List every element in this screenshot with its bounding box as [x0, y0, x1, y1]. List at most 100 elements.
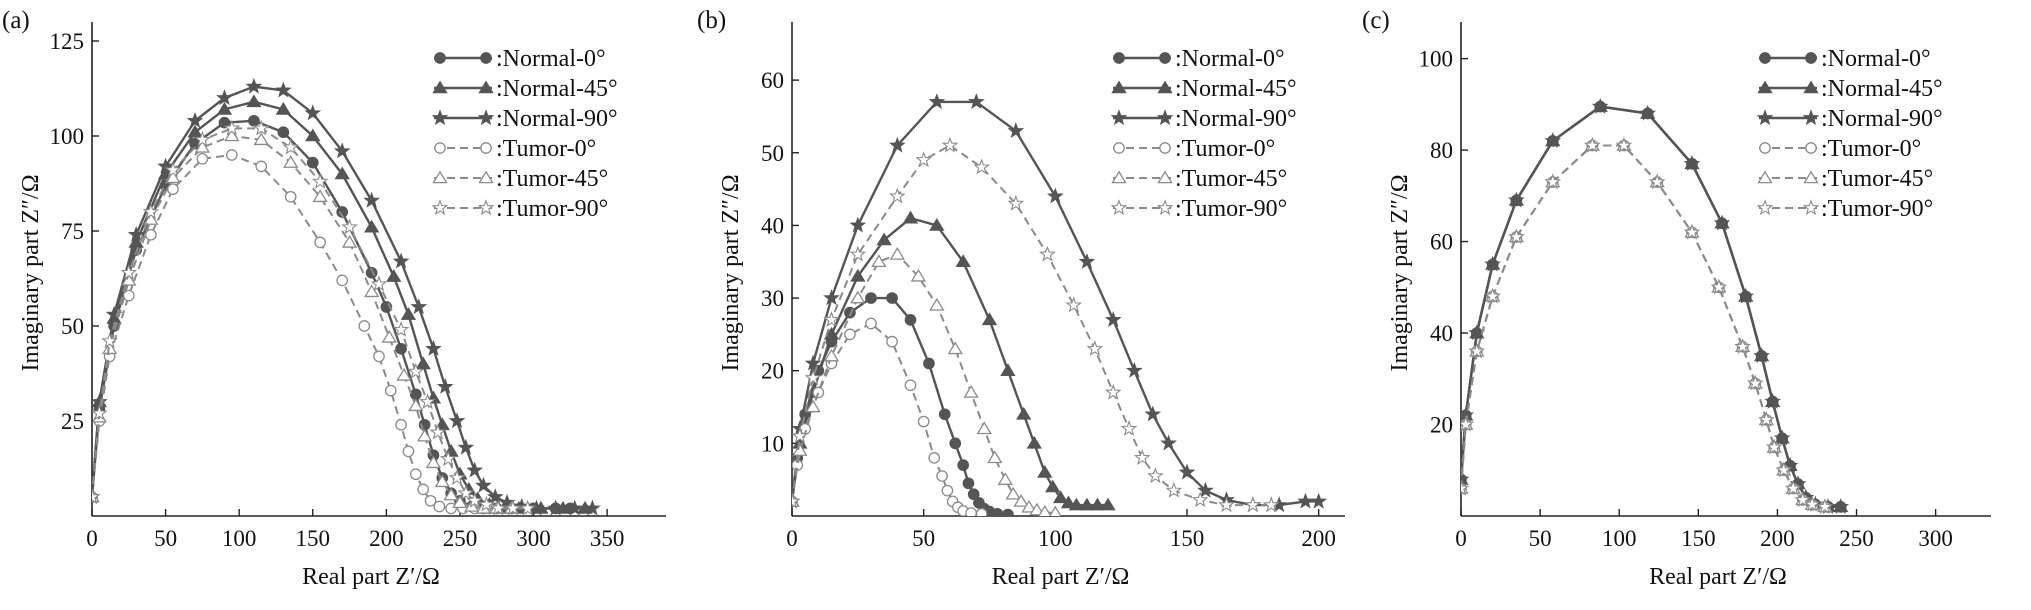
- legend-item: :Normal-90°: [1756, 106, 1943, 132]
- legend-label: :Normal-45°: [1175, 76, 1297, 102]
- data-point: [1639, 104, 1657, 121]
- data-point: [888, 136, 906, 153]
- legend-item: :Normal-90°: [431, 106, 618, 132]
- data-point: [277, 126, 290, 139]
- y-axis-label: Imaginary part Z″/Ω: [1387, 174, 1413, 371]
- data-point: [1049, 505, 1062, 516]
- data-point: [396, 367, 412, 381]
- data-point: [157, 157, 174, 174]
- data-point: [253, 132, 269, 146]
- data-point: [363, 284, 380, 298]
- data-point: [145, 228, 157, 241]
- data-point: [304, 104, 322, 121]
- data-point: [311, 172, 329, 189]
- data-point: [384, 384, 397, 397]
- legend-marker: [1110, 199, 1128, 216]
- legend-item: :Tumor-90°: [1110, 196, 1287, 222]
- data-point: [1484, 287, 1502, 304]
- data-point: [804, 369, 822, 386]
- data-point: [792, 492, 801, 509]
- x-tick-label: 100: [1602, 526, 1637, 551]
- data-point: [997, 472, 1013, 485]
- data-point: [167, 183, 179, 196]
- data-point: [1683, 223, 1701, 240]
- data-point: [1784, 479, 1802, 496]
- data-point: [448, 412, 466, 429]
- data-point: [941, 484, 954, 497]
- data-point: [448, 469, 466, 486]
- panel-label: (a): [2, 7, 30, 34]
- series-tumor-45: [792, 247, 1062, 516]
- legend-marker: [1113, 52, 1125, 64]
- legend-item: :Tumor-0°: [1759, 136, 1921, 162]
- panel-label: (c): [1362, 7, 1390, 34]
- x-tick-label: 0: [86, 526, 98, 551]
- data-point: [1461, 415, 1475, 432]
- data-point: [434, 417, 450, 431]
- x-tick-label: 0: [1455, 526, 1467, 551]
- data-point: [1039, 245, 1056, 262]
- data-point: [889, 247, 905, 260]
- legend: :Normal-0° :Normal-45° :Normal-90° :Tumor-0…: [1110, 46, 1297, 222]
- legend-item: :Tumor-45°: [432, 166, 608, 192]
- data-point: [519, 499, 537, 516]
- legend-item: :Normal-90°: [1110, 106, 1297, 132]
- data-point: [415, 356, 431, 370]
- data-point: [1583, 136, 1601, 153]
- x-tick-label: 100: [1038, 526, 1073, 551]
- data-point: [1144, 405, 1162, 422]
- chart-panel-b: (b) 0 50 100 150 200 10 20 30 40 50 60 Real part Z′/…: [697, 7, 1345, 590]
- data-point: [1710, 278, 1728, 295]
- data-point: [407, 362, 425, 379]
- data-point: [101, 332, 119, 349]
- data-point: [981, 312, 998, 326]
- data-point: [373, 350, 385, 363]
- data-point: [252, 119, 270, 136]
- data-point: [255, 160, 268, 173]
- data-point: [991, 507, 1004, 516]
- data-point: [246, 94, 262, 108]
- y-tick-label: 100: [1419, 47, 1454, 72]
- data-point: [282, 138, 300, 155]
- data-point: [929, 297, 945, 311]
- legend-marker: [1757, 80, 1773, 94]
- data-point: [1125, 361, 1143, 378]
- y-tick-label: 30: [761, 286, 784, 311]
- data-point: [936, 470, 948, 482]
- data-point: [823, 289, 840, 306]
- data-point: [928, 452, 941, 464]
- y-tick-label: 60: [1430, 230, 1453, 255]
- data-point: [419, 393, 436, 410]
- legend-item: :Tumor-0°: [1113, 136, 1275, 162]
- legend-marker: [1756, 109, 1774, 126]
- x-tick-label: 50: [154, 526, 177, 551]
- data-point: [275, 101, 291, 115]
- data-point: [1021, 499, 1037, 513]
- data-point: [1046, 187, 1064, 204]
- data-point: [1026, 435, 1042, 449]
- data-point: [904, 379, 917, 392]
- data-point: [1078, 252, 1096, 269]
- data-point: [143, 212, 159, 225]
- legend-marker: [1159, 142, 1171, 154]
- data-point: [1029, 502, 1045, 516]
- legend-marker: [432, 170, 448, 184]
- chart-panel-a: (a) 0 50 100 150 200 250 300 350 25 50 75 100 125 Real…: [2, 7, 666, 590]
- legend-marker: [478, 80, 494, 94]
- data-point: [976, 421, 992, 435]
- data-point: [121, 272, 137, 286]
- data-point: [274, 81, 292, 98]
- data-point: [1147, 467, 1164, 484]
- data-point: [949, 437, 962, 450]
- legend-marker: [478, 170, 494, 184]
- x-tick-label: 300: [516, 526, 551, 551]
- x-tick-label: 200: [369, 526, 404, 551]
- legend-label: :Normal-0°: [1821, 46, 1931, 72]
- legend-label: :Normal-0°: [496, 46, 606, 72]
- x-tick-label: 250: [443, 526, 478, 551]
- y-tick-label: 50: [761, 141, 784, 166]
- data-point: [876, 232, 892, 246]
- data-point: [358, 320, 371, 332]
- data-point: [223, 119, 241, 136]
- legend-label: :Normal-0°: [1175, 46, 1285, 72]
